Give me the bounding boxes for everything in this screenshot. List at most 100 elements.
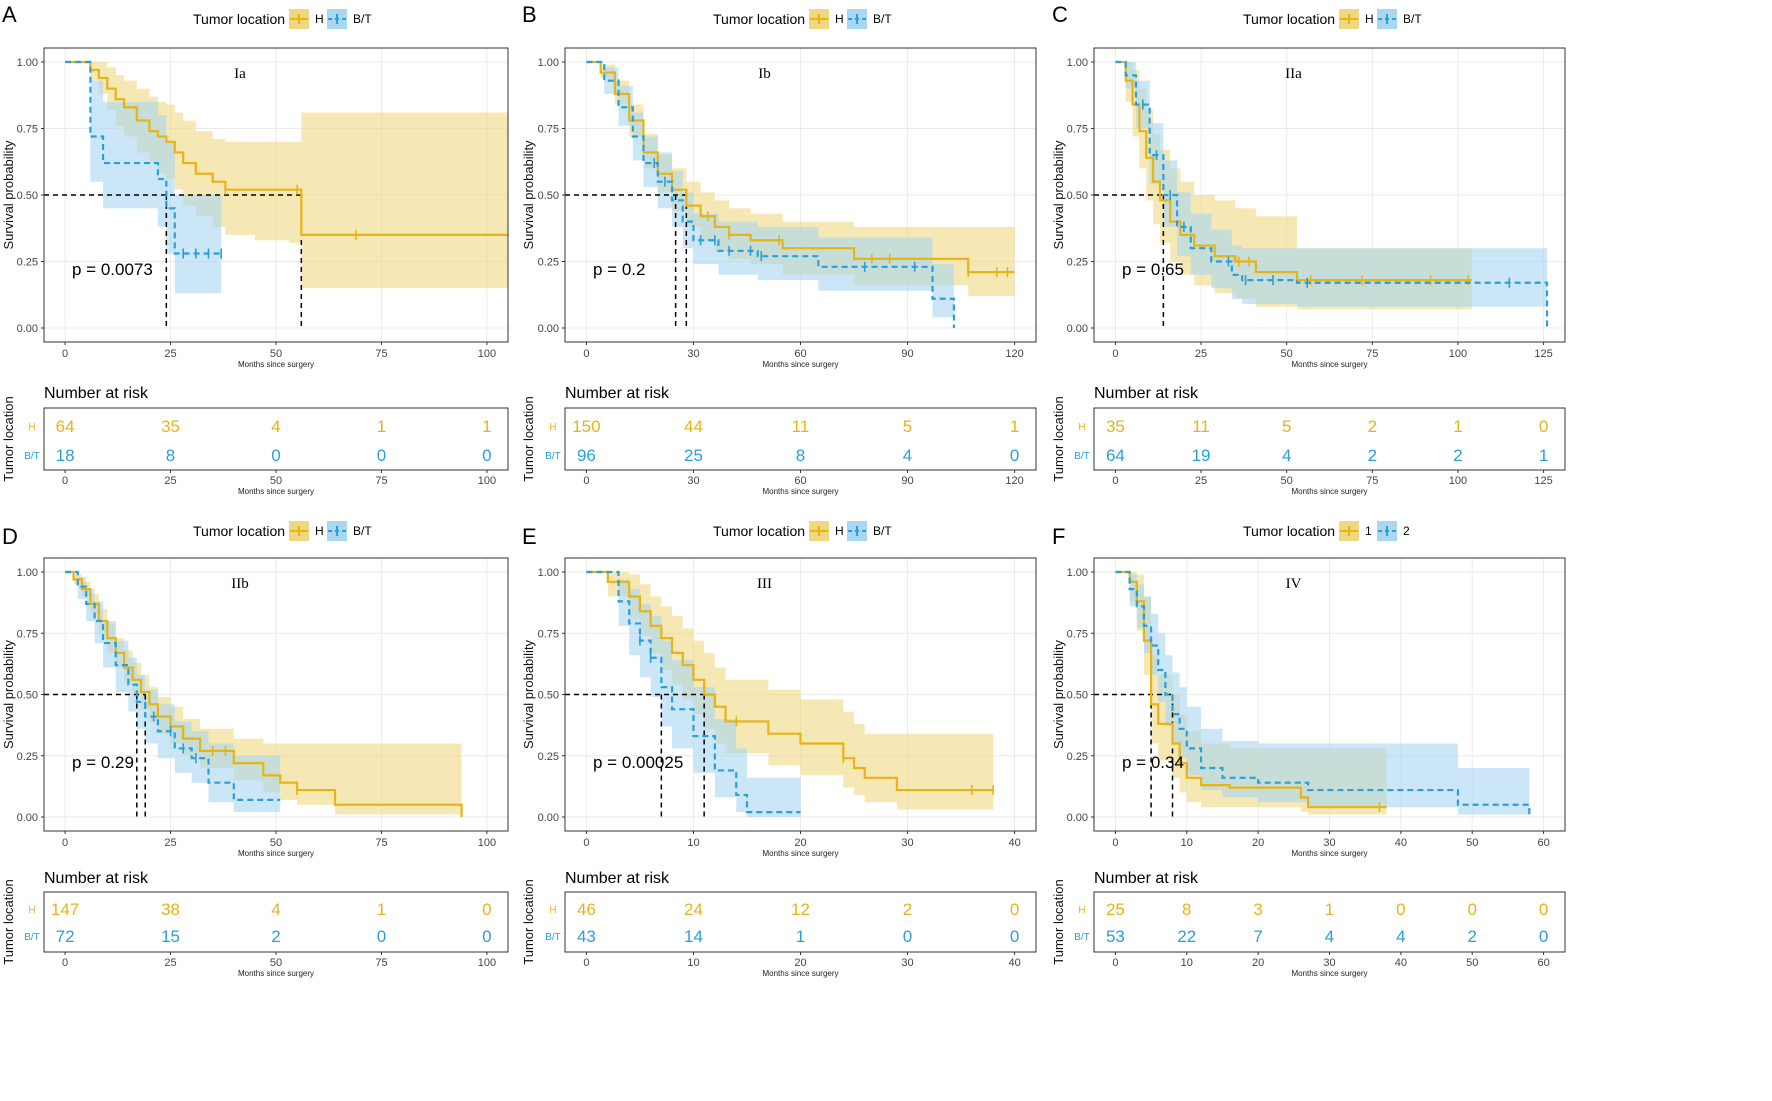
risk-table-title: Number at risk xyxy=(565,870,670,887)
risk-row-label-h: H xyxy=(28,422,35,433)
risk-count-bt: 0 xyxy=(903,927,912,946)
stage-title: IIa xyxy=(1285,66,1302,82)
y-axis-label: Survival probability xyxy=(1051,639,1066,749)
x-axis-label: Months since surgery xyxy=(238,360,314,369)
legend-label: H xyxy=(1365,12,1374,26)
risk-count-h: 1 xyxy=(377,900,386,919)
risk-count-h: 4 xyxy=(271,900,280,919)
risk-count-bt: 0 xyxy=(1539,927,1548,946)
risk-table-title: Number at risk xyxy=(44,870,149,887)
risk-count-bt: 4 xyxy=(1325,927,1334,946)
y-tick-label: 0.75 xyxy=(17,628,38,640)
risk-x-axis-label: Months since surgery xyxy=(238,487,314,496)
risk-x-tick-label: 0 xyxy=(583,957,589,969)
y-tick-label: 0.75 xyxy=(17,124,38,136)
panel-letter: D xyxy=(2,524,18,549)
y-tick-label: 0.25 xyxy=(1067,257,1088,269)
panel-letter: B xyxy=(522,2,537,27)
stage-title: III xyxy=(757,576,772,592)
x-tick-label: 20 xyxy=(794,837,806,849)
risk-count-bt: 0 xyxy=(482,927,491,946)
y-tick-label: 0.50 xyxy=(17,690,38,702)
risk-count-h: 5 xyxy=(903,417,912,436)
p-value: p = 0.0073 xyxy=(72,260,153,279)
risk-y-label: Tumor location xyxy=(1,396,16,482)
survival-curve-h xyxy=(1115,570,1387,809)
y-tick-label: 0.00 xyxy=(538,812,559,824)
x-tick-label: 20 xyxy=(1252,837,1264,849)
y-tick-label: 0.00 xyxy=(1067,812,1088,824)
panel-letter: F xyxy=(1052,524,1065,549)
legend-label: B/T xyxy=(873,12,892,26)
x-tick-label: 40 xyxy=(1395,837,1407,849)
x-axis-label: Months since surgery xyxy=(1291,849,1367,858)
ci-band-bt xyxy=(1115,62,1548,307)
x-tick-label: 50 xyxy=(1466,837,1478,849)
risk-count-bt: 96 xyxy=(577,446,596,465)
risk-count-bt: 2 xyxy=(1453,446,1462,465)
risk-table-title: Number at risk xyxy=(1094,385,1199,402)
x-tick-label: 10 xyxy=(1181,837,1193,849)
risk-count-bt: 25 xyxy=(684,446,703,465)
risk-row-label-h: H xyxy=(1078,422,1085,433)
x-tick-label: 120 xyxy=(1005,348,1023,360)
legend-label: 2 xyxy=(1403,524,1410,538)
risk-x-tick-label: 40 xyxy=(1008,957,1020,969)
risk-row-label-h: H xyxy=(549,422,556,433)
risk-count-h: 150 xyxy=(572,417,600,436)
risk-x-axis-label: Months since surgery xyxy=(238,969,314,978)
risk-count-bt: 4 xyxy=(1282,446,1291,465)
y-tick-label: 0.25 xyxy=(17,751,38,763)
risk-count-h: 5 xyxy=(1282,417,1291,436)
risk-count-h: 11 xyxy=(792,417,810,436)
y-axis-label: Survival probability xyxy=(521,140,536,250)
x-axis-label: Months since surgery xyxy=(762,360,838,369)
risk-count-h: 147 xyxy=(51,900,79,919)
risk-count-h: 0 xyxy=(1467,900,1476,919)
y-axis-label: Survival probability xyxy=(521,639,536,749)
x-tick-label: 0 xyxy=(583,348,589,360)
x-tick-label: 0 xyxy=(62,348,68,360)
legend-label: H xyxy=(315,12,324,26)
risk-count-h: 46 xyxy=(577,900,596,919)
risk-count-bt: 8 xyxy=(166,446,175,465)
y-tick-label: 0.75 xyxy=(538,628,559,640)
x-tick-label: 125 xyxy=(1534,348,1552,360)
risk-count-h: 1 xyxy=(1453,417,1462,436)
risk-count-h: 64 xyxy=(56,417,75,436)
x-tick-label: 90 xyxy=(901,348,913,360)
ci-band-h xyxy=(586,572,994,810)
risk-x-tick-label: 0 xyxy=(62,957,68,969)
risk-x-tick-label: 0 xyxy=(1112,475,1118,487)
y-tick-label: 0.00 xyxy=(17,323,38,335)
risk-count-bt: 2 xyxy=(271,927,280,946)
risk-table-title: Number at risk xyxy=(1094,870,1199,887)
legend-label: B/T xyxy=(1403,12,1422,26)
stage-title: IIb xyxy=(231,576,249,592)
panel-A: A Tumor location H B/T 0.00 0.25 0.50 0.75 1.00 0… xyxy=(1,2,509,496)
risk-x-tick-label: 25 xyxy=(164,475,176,487)
risk-count-bt: 2 xyxy=(1368,446,1377,465)
risk-x-tick-label: 125 xyxy=(1534,475,1552,487)
stage-title: Ib xyxy=(758,66,771,82)
ci-band-bt xyxy=(65,62,222,294)
risk-x-tick-label: 50 xyxy=(1281,475,1293,487)
panel-D: D Tumor location H B/T 0.00 0.25 0.50 0.75 1.00 0… xyxy=(1,521,509,978)
risk-count-bt: 72 xyxy=(56,927,75,946)
risk-count-h: 38 xyxy=(161,900,180,919)
y-tick-label: 0.50 xyxy=(1067,690,1088,702)
risk-row-label-bt: B/T xyxy=(1074,932,1090,943)
risk-count-h: 1 xyxy=(1325,900,1334,919)
risk-x-tick-label: 40 xyxy=(1395,957,1407,969)
ci-band-bt xyxy=(65,572,281,813)
ci-band-h xyxy=(65,572,462,815)
risk-x-tick-label: 90 xyxy=(901,475,913,487)
risk-x-tick-label: 0 xyxy=(583,475,589,487)
x-tick-label: 50 xyxy=(270,348,282,360)
x-tick-label: 0 xyxy=(583,837,589,849)
risk-y-label: Tumor location xyxy=(1051,396,1066,482)
risk-count-h: 2 xyxy=(903,900,912,919)
risk-count-h: 11 xyxy=(1192,417,1210,436)
risk-row-label-bt: B/T xyxy=(545,932,561,943)
legend-label: B/T xyxy=(353,524,372,538)
